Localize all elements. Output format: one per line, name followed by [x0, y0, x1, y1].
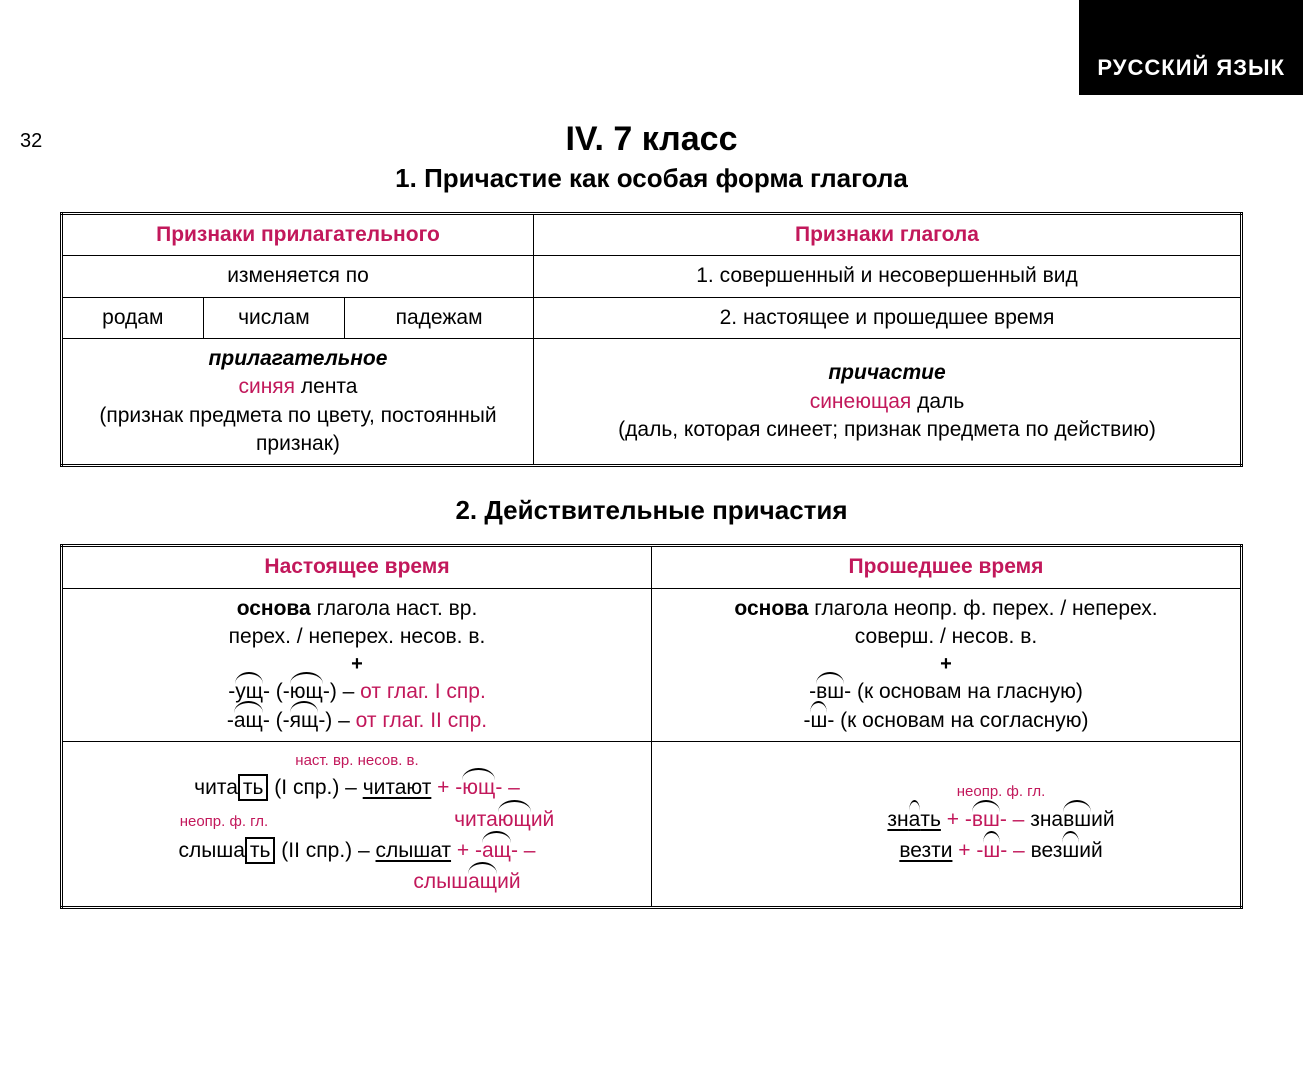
t1-part-note: (даль, которая синеет; признак предмета … — [544, 416, 1230, 444]
t1-case: падежам — [345, 297, 534, 338]
page-number: 32 — [20, 130, 42, 153]
t2-past-base-line2: соверш. / несов. в. — [662, 623, 1230, 651]
t1-aspect: 1. совершенный и несовершенный вид — [533, 256, 1241, 297]
ex1-result: читающий — [454, 808, 554, 831]
main-title: IV. 7 класс — [60, 120, 1243, 159]
ex2-form: слышат — [376, 839, 452, 862]
ex3-suffix: вш — [972, 806, 1000, 834]
ex3-dash: - – — [1000, 808, 1030, 831]
section-1-title: 1. Причастие как особая форма глагола — [60, 163, 1243, 194]
plus-icon: + — [662, 651, 1230, 678]
ex3-result: знавший — [1030, 808, 1114, 831]
t1-header-left: Признаки прилагательного — [62, 214, 534, 256]
ex2-stem: слыша — [179, 839, 245, 862]
t1-part-rest: даль — [911, 390, 964, 413]
ex1-spr: (I спр.) – — [268, 776, 362, 799]
t1-header-right: Признаки глагола — [533, 214, 1241, 256]
t1-number: числам — [203, 297, 345, 338]
t2-header-present: Настоящее время — [62, 546, 652, 588]
t2-present-examples: наст. вр. несов. в. читать (I спр.) – чи… — [62, 742, 652, 908]
t2-past-suf1-note: (к основам на гласную) — [857, 680, 1083, 703]
t1-adj-rest: лента — [295, 375, 357, 398]
ex2-suffix: ащ — [482, 837, 511, 865]
t2-p-base-bold: основа — [237, 597, 311, 620]
t2-p-suf1-note: от глаг. I спр. — [360, 680, 486, 703]
ex-note-1: наст. вр. несов. в. — [73, 751, 641, 771]
t1-adjective-example: прилагательное синяя лента (признак пред… — [62, 339, 534, 466]
t1-adj-word: синяя — [238, 375, 295, 398]
t2-past-suf2-note: (к основам на согласную) — [840, 709, 1088, 732]
subject-tab: РУССКИЙ ЯЗЫК — [1079, 0, 1303, 95]
t1-adj-note: (признак предмета по цвету, постоянный п… — [73, 402, 523, 459]
ex4-result: везший — [1031, 839, 1103, 862]
t1-tense: 2. настоящее и прошедшее время — [533, 297, 1241, 338]
ex4-word: везти — [899, 839, 952, 862]
table-adjective-vs-verb: Признаки прилагательного Признаки глагол… — [60, 212, 1243, 467]
ex1-stem: чита — [194, 776, 238, 799]
t1-gender: родам — [62, 297, 204, 338]
ex4-suffix: ш — [983, 837, 1000, 865]
ex4-plus: + - — [952, 839, 983, 862]
ex2-plus: + - — [451, 839, 482, 862]
t1-changes-by: изменяется по — [62, 256, 534, 297]
t1-part-label: причастие — [544, 359, 1230, 387]
suffix-yashch: ящ — [290, 707, 319, 735]
ex-note-2: неопр. ф. гл. — [180, 813, 269, 830]
t2-past-formation: основа глагола неопр. ф. перех. / непере… — [652, 588, 1242, 741]
ex3-plus: + - — [941, 808, 972, 831]
ex4-dash: - – — [1000, 839, 1030, 862]
ex2-dash: - – — [511, 839, 536, 862]
suffix-ashch: ащ — [234, 707, 263, 735]
t2-p-base-rest: глагола наст. вр. — [311, 597, 478, 620]
ex1-suffix: ющ — [462, 774, 495, 802]
t2-header-past: Прошедшее время — [652, 546, 1242, 588]
t1-adj-label: прилагательное — [73, 345, 523, 373]
ex2-spr: (II спр.) – — [275, 839, 375, 862]
t2-p-base-line2: перех. / неперех. несов. в. — [73, 623, 641, 651]
t2-past-base-rest: глагола неопр. ф. перех. / неперех. — [808, 597, 1157, 620]
t1-participle-example: причастие синеющая даль (даль, которая с… — [533, 339, 1241, 466]
t1-part-word: синеющая — [810, 390, 912, 413]
t2-present-formation: основа глагола наст. вр. перех. / непере… — [62, 588, 652, 741]
ex1-form: читают — [363, 776, 432, 799]
page: РУССКИЙ ЯЗЫК 32 IV. 7 класс 1. Причастие… — [0, 0, 1303, 949]
t2-p-suf2-note: от глаг. II спр. — [356, 709, 487, 732]
section-2-title: 2. Действительные причастия — [60, 495, 1243, 526]
t2-past-examples: неопр. ф. гл. знать + -вш- – знавший вез… — [652, 742, 1242, 908]
suffix-sh: ш — [810, 707, 827, 735]
plus-icon: + — [73, 651, 641, 678]
ex2-result: слышащий — [413, 870, 520, 893]
ex1-plus: + - — [431, 776, 462, 799]
ex1-ending-box: ть — [238, 774, 269, 801]
ex3-word: знать — [887, 808, 940, 831]
table-active-participles: Настоящее время Прошедшее время основа г… — [60, 544, 1243, 908]
ex2-ending-box: ть — [245, 837, 276, 864]
ex-note-3: неопр. ф. гл. — [772, 782, 1230, 802]
ex1-dash: - – — [495, 776, 520, 799]
t2-past-base-bold: основа — [734, 597, 808, 620]
